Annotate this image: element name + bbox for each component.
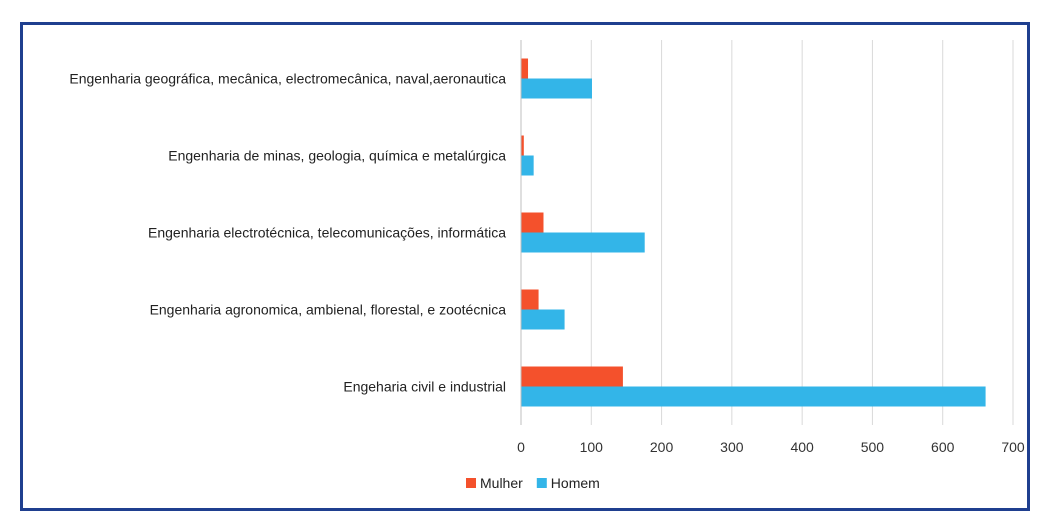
category-label: Engenharia de minas, geologia, química e… bbox=[168, 148, 506, 164]
bar-homem bbox=[521, 78, 592, 99]
bar-mulher bbox=[521, 58, 529, 79]
legend: Mulher Homem bbox=[466, 475, 600, 491]
x-tick-label: 500 bbox=[861, 439, 885, 455]
category-label: Engenharia electrotécnica, telecomunicaç… bbox=[148, 225, 506, 241]
bar-homem bbox=[521, 155, 534, 176]
gridlines bbox=[590, 40, 1014, 425]
legend-label: Homem bbox=[551, 475, 600, 491]
category-label: Engeharia civil e industrial bbox=[343, 379, 506, 395]
bar-mulher bbox=[521, 212, 544, 233]
bar-mulher bbox=[521, 289, 539, 310]
x-tick-label: 700 bbox=[1001, 439, 1025, 455]
bar-homem bbox=[521, 232, 645, 253]
category-label: Engenharia agronomica, ambienal, florest… bbox=[150, 302, 507, 318]
bar-mulher bbox=[521, 366, 623, 387]
legend-swatch-homem bbox=[536, 478, 547, 488]
legend-swatch-mulher bbox=[466, 478, 476, 488]
legend-label: Mulher bbox=[480, 475, 523, 491]
x-tick-label: 0 bbox=[517, 439, 525, 455]
bar-homem bbox=[521, 386, 986, 407]
category-labels: Engenharia geográfica, mecânica, electro… bbox=[69, 71, 506, 395]
bar-homem bbox=[521, 309, 565, 330]
x-tick-label: 200 bbox=[650, 439, 674, 455]
category-label: Engenharia geográfica, mecânica, electro… bbox=[69, 71, 506, 87]
x-tick-label: 400 bbox=[790, 439, 814, 455]
bar-mulher bbox=[521, 135, 524, 156]
x-tick-label: 100 bbox=[580, 439, 604, 455]
x-tick-label: 600 bbox=[931, 439, 955, 455]
chart-frame bbox=[20, 22, 1030, 511]
bars bbox=[521, 58, 986, 407]
x-tick-label: 300 bbox=[720, 439, 744, 455]
x-tick-labels: 0 100 200 300 400 500 600 700 bbox=[517, 439, 1025, 455]
